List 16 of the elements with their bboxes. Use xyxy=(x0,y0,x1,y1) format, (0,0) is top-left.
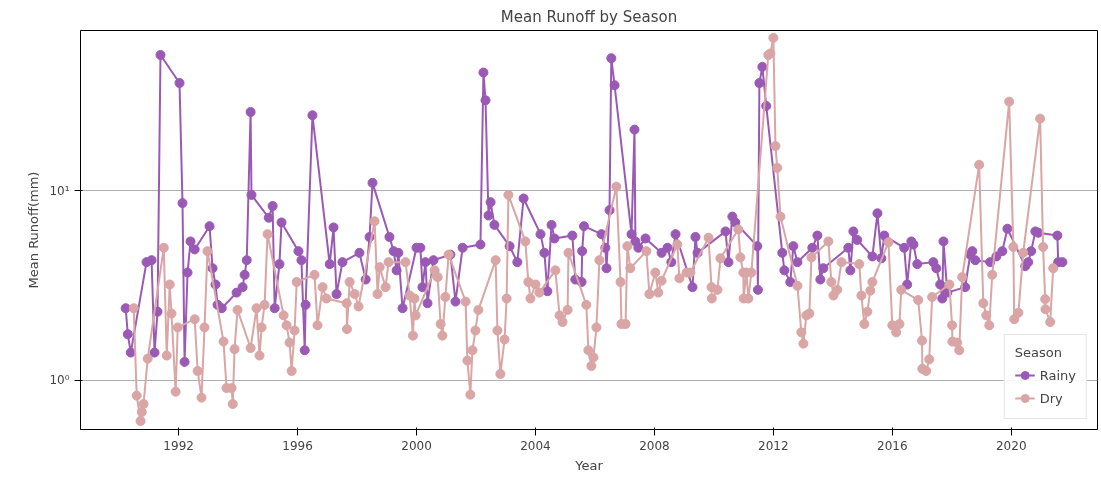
legend-label: Dry xyxy=(1039,390,1063,406)
x-tick-label: 2020 xyxy=(995,438,1027,453)
x-tick-label: 2004 xyxy=(520,438,551,453)
x-tick-label: 2012 xyxy=(758,438,789,453)
chart-title: Mean Runoff by Season xyxy=(500,7,678,26)
y-axis-title: Mean Runoff(mm) xyxy=(26,171,42,289)
x-tick-label: 2000 xyxy=(401,438,432,453)
x-tick-label: 2016 xyxy=(877,438,908,453)
legend-label: Rainy xyxy=(1039,367,1076,383)
legend-title: Season xyxy=(1014,345,1063,360)
x-tick-label: 2008 xyxy=(639,438,670,453)
y-tick-label: 10¹ xyxy=(49,183,70,198)
y-tick-label: 10⁰ xyxy=(49,373,70,388)
x-axis-title: Year xyxy=(574,457,604,473)
x-tick-label: 1996 xyxy=(282,438,313,453)
x-tick-label: 1992 xyxy=(163,438,194,453)
